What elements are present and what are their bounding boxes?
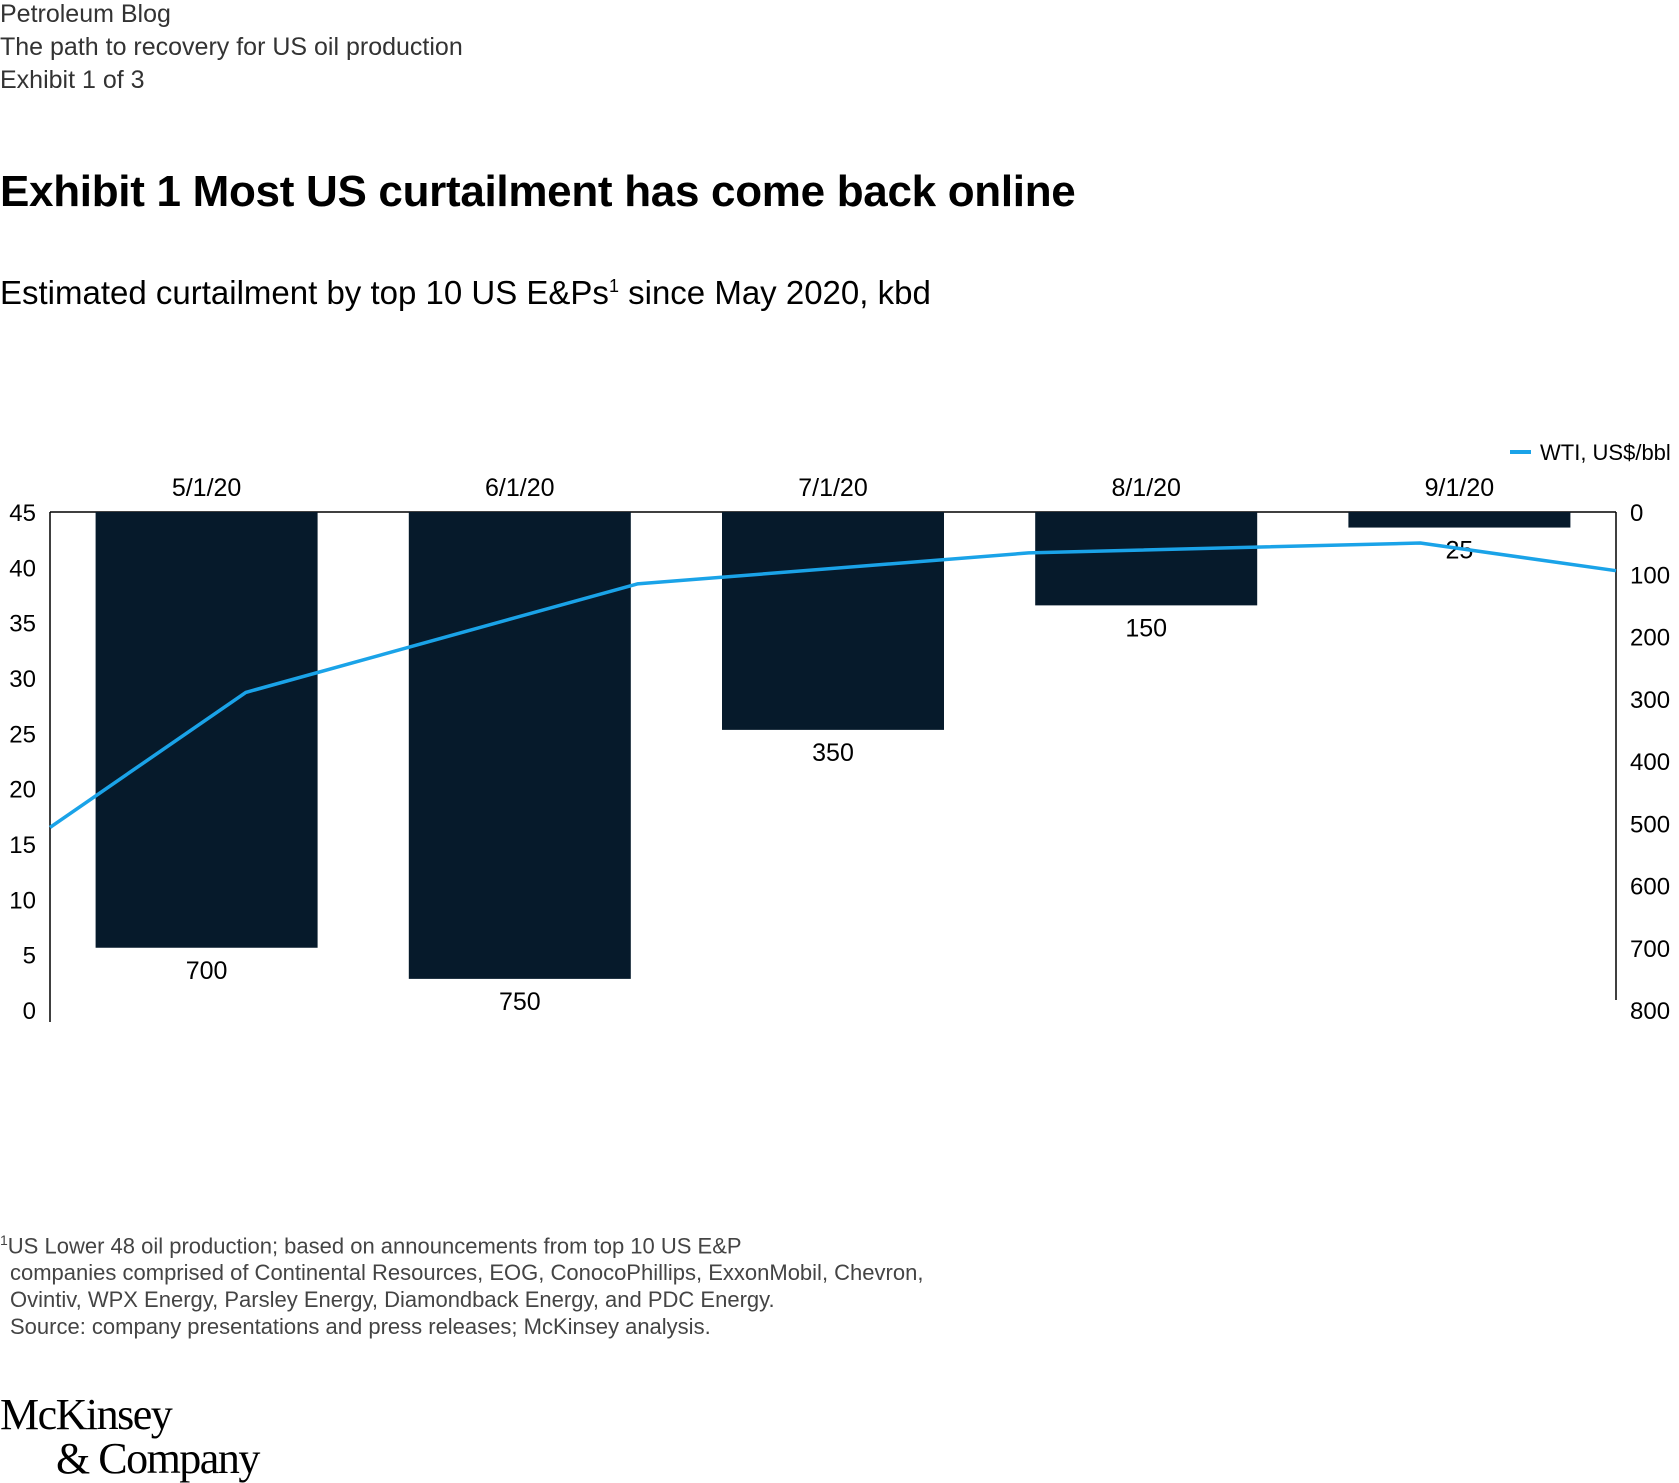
right-axis-tick-label: 600 — [1630, 874, 1670, 901]
left-axis-tick-label: 45 — [9, 500, 36, 527]
left-axis-tick-label: 20 — [9, 777, 36, 804]
left-axis-tick-label: 35 — [9, 611, 36, 638]
bar-value-label: 750 — [499, 988, 541, 1016]
footnote-line: companies comprised of Continental Resou… — [10, 1260, 924, 1286]
bar — [722, 512, 944, 730]
left-axis-tick-label: 40 — [9, 555, 36, 582]
bar — [1348, 512, 1571, 528]
exhibit-number: Exhibit 1 of 3 — [0, 66, 145, 94]
bar — [408, 512, 631, 979]
chart-title: Exhibit 1 Most US curtailment has come b… — [0, 167, 1076, 216]
bar — [95, 512, 318, 948]
mckinsey-logo: McKinsey & Company — [0, 1390, 260, 1483]
source-note: Source: company presentations and press … — [10, 1314, 711, 1340]
category-label: 7/1/20 — [798, 474, 868, 502]
chart: 0 5 10 15 20 25 30 35 40 45 0 100 200 300 400 500 600 700… — [9, 440, 1671, 1025]
right-axis-tick-label: 0 — [1630, 500, 1643, 527]
logo-line-2: & Company — [56, 1434, 260, 1483]
right-axis-tick-label: 200 — [1630, 625, 1670, 652]
left-axis-tick-label: 0 — [23, 998, 36, 1025]
article-title: The path to recovery for US oil producti… — [0, 33, 463, 61]
left-axis-tick-label: 15 — [9, 832, 36, 859]
right-axis-tick-label: 700 — [1630, 936, 1670, 963]
subtitle-suffix: since May 2020, kbd — [618, 274, 931, 311]
bar-value-label: 150 — [1125, 614, 1167, 642]
legend-label: WTI, US$/bbl — [1540, 440, 1671, 465]
logo-line-1: McKinsey — [0, 1390, 173, 1439]
bar — [1035, 512, 1258, 606]
footnote-marker: 1 — [0, 1232, 8, 1248]
category-label: 5/1/20 — [172, 474, 242, 502]
right-axis-tick-label: 300 — [1630, 687, 1670, 714]
left-axis-tick-label: 25 — [9, 721, 36, 748]
left-axis-tick-label: 5 — [23, 943, 36, 970]
category-label: 8/1/20 — [1111, 474, 1181, 502]
blog-name: Petroleum Blog — [0, 0, 171, 28]
category-label: 6/1/20 — [485, 474, 555, 502]
footnotes: 1US Lower 48 oil production; based on an… — [0, 1227, 923, 1340]
bar-value-label: 350 — [812, 739, 854, 767]
footnote-line: Ovintiv, WPX Energy, Parsley Energy, Dia… — [10, 1287, 775, 1313]
subtitle-footnote-marker: 1 — [608, 276, 619, 296]
right-axis-tick-label: 100 — [1630, 562, 1670, 589]
wti-line — [49, 541, 1617, 829]
chart-subtitle: Estimated curtailment by top 10 US E&Ps1… — [0, 276, 931, 309]
right-axis-tick-label: 800 — [1630, 998, 1670, 1025]
subtitle-text: Estimated curtailment by top 10 US E&Ps — [0, 274, 609, 311]
footnote-line: 1US Lower 48 oil production; based on an… — [0, 1227, 923, 1259]
bar-value-label: 700 — [186, 957, 228, 985]
category-label: 9/1/20 — [1425, 474, 1495, 502]
left-axis-tick-label: 10 — [9, 887, 36, 914]
left-axis-tick-label: 30 — [9, 666, 36, 693]
right-axis-tick-label: 400 — [1630, 749, 1670, 776]
right-axis-tick-label: 500 — [1630, 811, 1670, 838]
footnote-text: US Lower 48 oil production; based on ann… — [7, 1233, 742, 1259]
